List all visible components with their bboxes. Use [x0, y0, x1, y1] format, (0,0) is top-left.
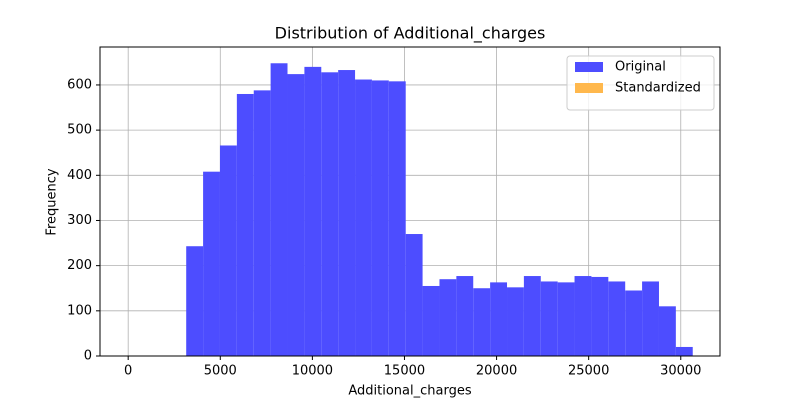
legend-swatch: [575, 62, 603, 72]
bar: [507, 287, 524, 356]
bar: [219, 145, 237, 356]
bar: [287, 74, 305, 357]
bar: [270, 63, 288, 357]
x-tick-label: 10000: [292, 364, 333, 379]
plot-frame: [99, 46, 721, 357]
x-tick-label: 0: [124, 364, 132, 379]
y-tick-label: 0: [84, 349, 92, 364]
bar: [304, 66, 322, 356]
bar: [574, 276, 592, 356]
x-tick-label: 25000: [568, 364, 609, 379]
bar: [642, 281, 659, 356]
bar: [456, 276, 474, 356]
y-tick-label: 400: [67, 168, 92, 183]
bar: [321, 72, 339, 356]
bar: [422, 285, 440, 356]
bar: [557, 282, 575, 356]
x-tick-label: 30000: [660, 364, 701, 379]
bar: [388, 81, 406, 356]
y-tick-label: 500: [67, 123, 92, 138]
bar: [625, 290, 643, 356]
legend-swatch: [575, 83, 603, 93]
bar: [236, 93, 254, 356]
x-tick-label: 5000: [204, 364, 237, 379]
bar: [540, 281, 558, 356]
bar: [186, 246, 204, 356]
bar: [355, 79, 372, 357]
y-axis-label: Frequency: [45, 168, 60, 235]
y-tick-label: 100: [67, 303, 92, 318]
bar: [405, 234, 423, 356]
bar: [253, 90, 271, 357]
y-tick-label: 300: [67, 213, 92, 228]
x-tick-label: 15000: [384, 364, 425, 379]
bar: [608, 281, 626, 356]
legend-label: Original: [615, 60, 666, 75]
bar: [338, 70, 356, 356]
bar: [203, 171, 220, 356]
bar: [675, 346, 693, 356]
bar: [591, 276, 609, 356]
bar: [473, 288, 491, 356]
legend-box: [566, 55, 715, 111]
x-tick-label: 20000: [476, 364, 517, 379]
bar: [523, 276, 541, 356]
bar: [490, 282, 508, 356]
x-axis-label: Additional_charges: [348, 384, 471, 399]
bar: [658, 306, 676, 356]
legend-label: Standardized: [615, 81, 701, 96]
y-tick-label: 600: [67, 77, 92, 92]
chart-title: Distribution of Additional_charges: [275, 24, 546, 44]
bar: [439, 279, 457, 356]
bar: [371, 80, 389, 357]
y-tick-label: 200: [67, 258, 92, 273]
